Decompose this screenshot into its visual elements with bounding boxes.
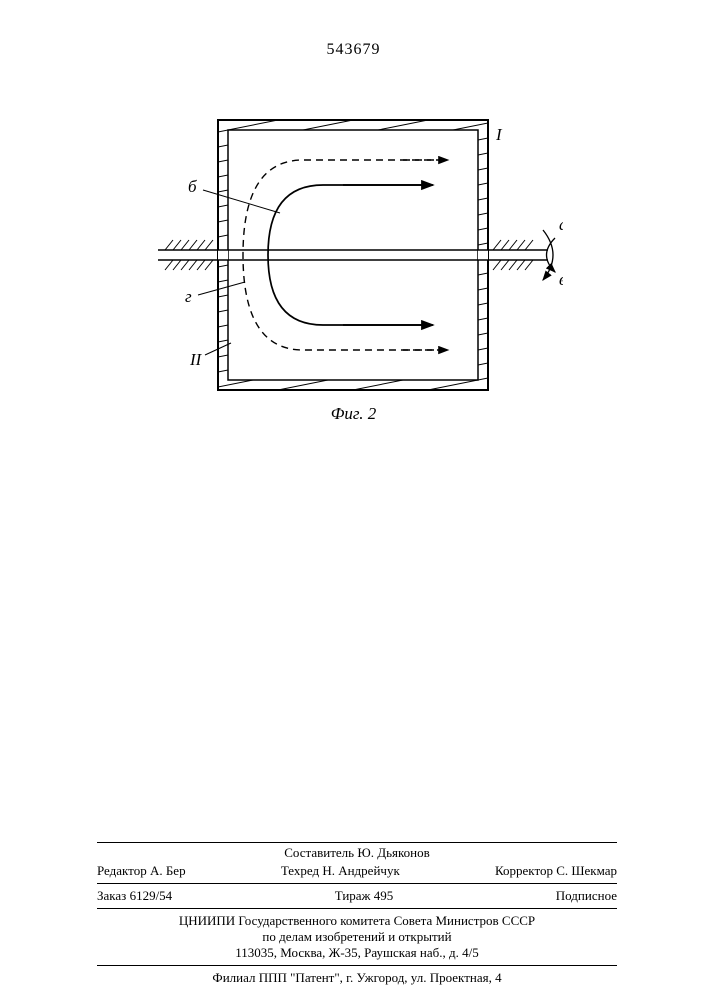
techred-name: Н. Андрейчук — [322, 863, 399, 878]
figure-2-diagram: I II а в б г — [143, 110, 563, 400]
compiled-by-label: Составитель — [284, 845, 354, 860]
label-b: в — [559, 270, 563, 289]
order-label: Заказ — [97, 888, 126, 903]
footer-block: Составитель Ю. Дьяконов Редактор А. Бер … — [97, 842, 617, 990]
corrector-cell: Корректор С. Шекмар — [495, 863, 617, 879]
subscription-cell: Подписное — [556, 888, 617, 904]
editor-label: Редактор — [97, 863, 147, 878]
techred-cell: Техред Н. Андрейчук — [281, 863, 400, 879]
circulation-cell: Тираж 495 — [335, 888, 394, 904]
compiled-by-row: Составитель Ю. Дьяконов — [97, 842, 617, 861]
document-number: 543679 — [0, 41, 707, 59]
circulation-value: 495 — [374, 888, 394, 903]
order-row: Заказ 6129/54 Тираж 495 Подписное — [97, 884, 617, 909]
credits-row: Редактор А. Бер Техред Н. Андрейчук Корр… — [97, 863, 617, 884]
branch-line: Филиал ППП "Патент", г. Ужгород, ул. Про… — [97, 966, 617, 990]
org-addr: 113035, Москва, Ж-35, Раушская наб., д. … — [97, 945, 617, 961]
org-line-2: по делам изобретений и открытий — [97, 929, 617, 945]
org-block: ЦНИИПИ Государственного комитета Совета … — [97, 909, 617, 966]
editor-cell: Редактор А. Бер — [97, 863, 186, 879]
compiled-by-name: Ю. Дьяконов — [357, 845, 429, 860]
order-cell: Заказ 6129/54 — [97, 888, 172, 904]
label-g: г — [185, 287, 192, 306]
label-a: а — [559, 215, 563, 234]
editor-name: А. Бер — [150, 863, 186, 878]
label-II: II — [189, 350, 203, 369]
label-v: б — [188, 177, 197, 196]
label-I: I — [495, 125, 503, 144]
figure-caption: Фиг. 2 — [0, 404, 707, 424]
circulation-label: Тираж — [335, 888, 371, 903]
corrector-name: С. Шекмар — [556, 863, 617, 878]
org-line-1: ЦНИИПИ Государственного комитета Совета … — [97, 913, 617, 929]
techred-label: Техред — [281, 863, 319, 878]
order-number: 6129/54 — [130, 888, 173, 903]
corrector-label: Корректор — [495, 863, 553, 878]
